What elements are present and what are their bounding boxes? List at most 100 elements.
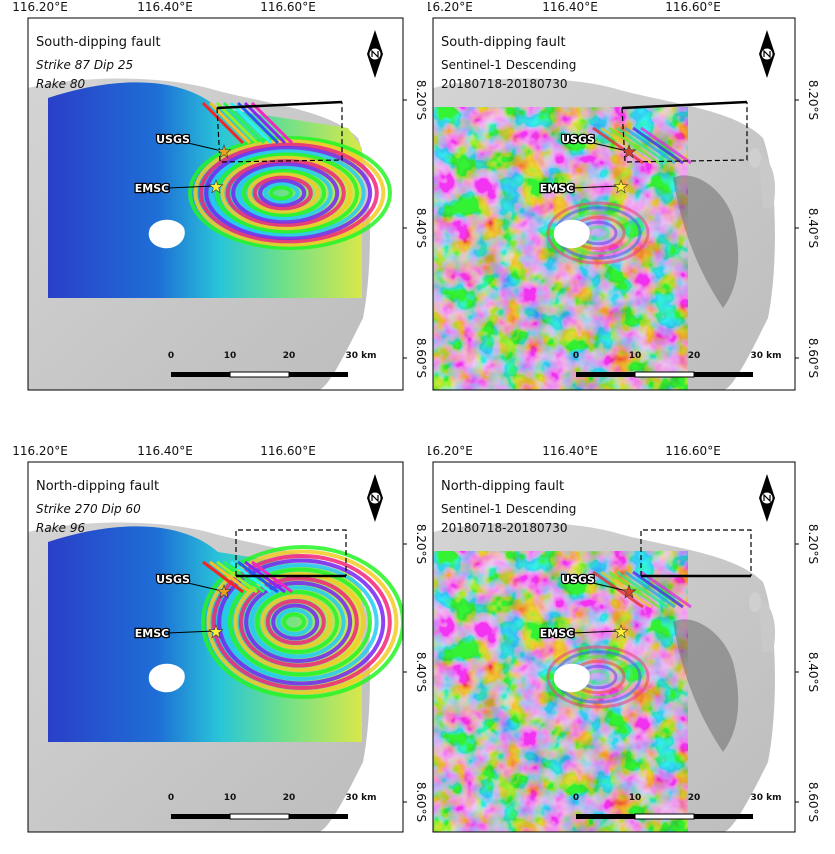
fringe [201, 545, 403, 699]
fringe [247, 172, 320, 214]
panel-frame [27, 461, 404, 833]
longitude-label: 116.20°E [417, 0, 473, 14]
fringe [201, 101, 245, 145]
panel-line: 20180718-20180730 [441, 521, 568, 535]
fringe [228, 567, 372, 677]
longitude-label: 116.40°E [542, 0, 598, 14]
fringe [269, 185, 293, 201]
fringe [260, 594, 333, 650]
crater [148, 663, 185, 693]
fringe [231, 162, 340, 224]
island [749, 148, 761, 168]
latitude-label: 8.60°S [806, 338, 820, 378]
fringe [222, 101, 266, 145]
fault-box [235, 529, 347, 576]
fringe [255, 590, 339, 654]
fringe [211, 554, 392, 690]
panel-title: North-dipping fault [441, 479, 564, 494]
fringe [204, 145, 373, 241]
fringe [276, 608, 313, 636]
map-content [433, 522, 776, 832]
fault-top [216, 100, 343, 110]
fringe [265, 599, 326, 645]
longitude-label: 116.60°E [665, 444, 721, 458]
panel-labels: 116.20°E 116.40°E 116.60°E 8.20°S 8.40°S 8.60… [417, 0, 820, 378]
marker-label: EMSC [135, 627, 169, 640]
scale-seg [171, 814, 230, 819]
leader [187, 142, 223, 152]
land-east [758, 597, 776, 652]
north-arrow [367, 474, 383, 522]
latitude-label: 8.40°S [414, 208, 428, 248]
fringe [640, 126, 692, 165]
panel-frame [432, 461, 796, 833]
longitude-label: 116.40°E [542, 444, 598, 458]
scale-label: 30 km [345, 351, 376, 361]
longitude-label: 116.40°E [137, 0, 193, 14]
scale-label: 20 [688, 351, 701, 361]
crater [553, 219, 590, 249]
latitude-label: 8.60°S [806, 782, 820, 822]
marker-label: EMSC [135, 182, 169, 195]
longitude-label: 116.60°E [260, 444, 316, 458]
scale-label: 20 [283, 793, 296, 803]
marker-label: USGS [561, 573, 595, 586]
scale-label: 10 [629, 793, 642, 803]
north-arrow [367, 30, 383, 78]
scale-label: 0 [168, 793, 174, 803]
latitude-label: 8.20°S [806, 80, 820, 120]
panel-title: North-dipping fault [36, 479, 159, 494]
island [749, 592, 761, 612]
marker-label: EMSC [540, 182, 574, 195]
fringe [616, 126, 668, 165]
fault-box [640, 529, 752, 576]
north-arrow [759, 474, 775, 522]
fringe [640, 570, 692, 609]
scale-label: 10 [629, 351, 642, 361]
map-content [28, 78, 392, 390]
scale-label: 0 [573, 793, 579, 803]
scale-seg [229, 813, 290, 820]
fringe [249, 585, 346, 659]
scale-seg [289, 814, 348, 819]
latitude-label: 8.20°S [806, 524, 820, 564]
fringe [282, 612, 306, 632]
latitude-label: 8.40°S [414, 652, 428, 692]
latitude-label: 8.40°S [806, 208, 820, 248]
scale-label: 20 [283, 351, 296, 361]
fault-top [621, 100, 748, 110]
epicenter-star [613, 179, 629, 194]
fringe [233, 572, 366, 672]
epicenter-star [208, 624, 224, 639]
north-arrow-n [763, 49, 771, 59]
panel-line: 20180718-20180730 [441, 77, 568, 91]
fringe [198, 142, 379, 244]
fringe [242, 169, 326, 217]
fringe [215, 152, 359, 234]
panel-labels: 116.20°E 116.40°E 116.60°E 8.20°S 8.40°S 8.60… [12, 0, 428, 378]
north-arrow-n [763, 493, 771, 503]
scale-label: 30 km [750, 351, 781, 361]
panel-title: South-dipping fault [36, 35, 161, 50]
latitude-label: 8.60°S [414, 338, 428, 378]
scale-seg [229, 371, 290, 378]
crater [148, 219, 185, 249]
fringe [592, 570, 644, 609]
panel-labels: 116.20°E 116.40°E 116.60°E 8.20°S 8.40°S 8.60… [12, 444, 428, 822]
mountains [673, 175, 739, 308]
fringe [188, 136, 392, 250]
scale-label: 20 [688, 793, 701, 803]
fringe [202, 560, 244, 594]
land-east [758, 153, 776, 208]
map-panel: USGS EMSC 0 10 20 30 km North-dipping fault Str… [27, 461, 407, 833]
scale-seg [634, 813, 695, 820]
epicenter-star [208, 179, 224, 194]
scale-seg [171, 372, 230, 377]
longitude-label: 116.20°E [12, 0, 68, 14]
fringe [252, 175, 313, 211]
longitude-label: 116.20°E [417, 444, 473, 458]
fringe [220, 155, 353, 231]
fringe [600, 126, 652, 165]
scale-label: 0 [573, 351, 579, 361]
